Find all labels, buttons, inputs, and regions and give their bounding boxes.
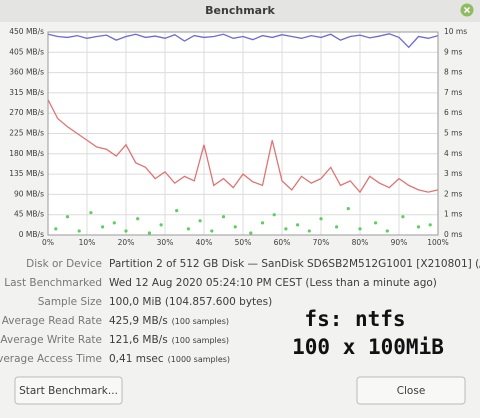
data-point [136,217,140,221]
data-point [112,221,116,225]
y-tick-label: 315 MB/s [9,88,44,97]
data-point [77,229,81,233]
window-title: Benchmark [205,4,275,17]
info-label: Sample Size [38,296,102,308]
x-tick-label: 70% [313,238,330,247]
info-value: 425,9 MB/s (100 samples) [109,315,229,327]
y2-tick-label: 8 ms [444,68,462,77]
data-point [307,229,311,233]
data-point [159,223,163,227]
data-point [233,225,237,229]
data-point [416,225,421,229]
y-tick-label: 270 MB/s [9,108,44,117]
data-point [210,229,214,233]
button-label[interactable]: Start Benchmark... [19,385,118,397]
data-point [272,213,276,217]
button[interactable] [356,376,466,405]
info-value: 100,0 MiB (104.857.600 bytes) [109,296,272,308]
info-value: Wed 12 Aug 2020 05:24:10 PM CEST (Less t… [109,277,437,289]
y2-tick-label: 3 ms [444,169,462,178]
close-glyph [463,6,471,14]
overlay-text: fs: ntfs [304,307,405,331]
data-point [346,207,350,211]
data-point [101,225,105,229]
x-tick-label: 40% [196,238,213,247]
y-tick-label: 45 MB/s [14,210,44,219]
info-value: 0,41 msec (1000 samples) [109,353,230,365]
y-tick-label: 135 MB/s [9,169,44,178]
data-point [296,223,300,227]
data-point [186,227,190,231]
x-tick-label: 20% [118,238,135,247]
info-note: (100 samples) [172,317,229,326]
y2-tick-label: 1 ms [444,210,462,219]
data-point [54,227,58,231]
data-point [401,215,405,219]
info-value-text: 425,9 MB/s [109,315,168,327]
y2-tick-label: 0 ms [444,230,462,239]
plot-border [47,31,439,236]
x-tick-label: 60% [274,238,291,247]
data-point [147,231,151,235]
data-point [358,227,362,231]
y2-tick-label: 2 ms [444,189,462,198]
data-point [89,211,93,215]
data-point [335,225,339,229]
data-point [175,209,179,213]
info-label: Average Access Time [0,353,102,365]
button[interactable] [14,376,123,405]
data-point [221,215,226,219]
y-tick-label: 180 MB/s [9,149,44,158]
data-line [47,99,439,194]
data-line [47,33,439,49]
y-tick-label: 360 MB/s [9,68,44,77]
info-value-text: 121,6 MB/s [109,334,168,346]
y2-tick-label: 4 ms [444,149,462,158]
info-label: Average Write Rate [0,334,102,346]
x-tick-label: 0% [42,238,54,247]
y-tick-label: 405 MB/s [9,47,44,56]
y2-tick-label: 9 ms [444,47,462,56]
info-value-text: 0,41 msec [109,353,164,365]
info-value-text: Partition 2 of 512 GB Disk — SanDisk SD6… [109,258,480,270]
data-point [260,221,265,225]
button-label[interactable]: Close [397,385,426,397]
info-note: (100 samples) [172,336,229,345]
info-label: Disk or Device [26,258,102,270]
x-tick-label: 80% [352,238,369,247]
y-tick-label: 450 MB/s [9,27,44,36]
data-point [284,227,288,231]
x-tick-label: 50% [235,238,252,247]
y-tick-label: 0 MB/s [19,230,44,239]
x-tick-label: 100% [427,238,448,247]
overlay-text: 100 x 100MiB [292,335,444,359]
info-note: (1000 samples) [168,355,230,364]
y2-tick-label: 5 ms [444,129,462,138]
info-label: Last Benchmarked [4,277,102,289]
info-label: Average Read Rate [2,315,102,327]
data-point [374,221,378,225]
info-value-text: Wed 12 Aug 2020 05:24:10 PM CEST (Less t… [109,277,437,289]
data-point [124,229,128,233]
y2-tick-label: 6 ms [444,108,462,117]
info-value: Partition 2 of 512 GB Disk — SanDisk SD6… [109,258,480,270]
data-point [385,229,389,233]
info-value-text: 100,0 MiB (104.857.600 bytes) [109,296,272,308]
x-tick-label: 30% [157,238,174,247]
data-point [428,223,432,227]
title-bar [0,0,480,22]
y2-tick-label: 7 ms [444,88,462,97]
y-tick-label: 90 MB/s [14,189,44,198]
x-tick-label: 90% [391,238,408,247]
x-tick-label: 10% [79,238,96,247]
y-tick-label: 225 MB/s [9,129,44,138]
y2-tick-label: 10 ms [444,27,467,36]
info-value: 121,6 MB/s (100 samples) [109,334,229,346]
data-point [65,215,70,219]
data-point [249,231,253,235]
data-point [319,217,323,221]
data-point [198,219,202,223]
